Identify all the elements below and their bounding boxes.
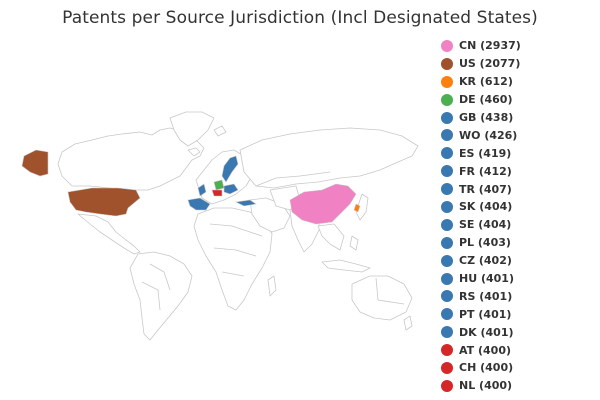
country-fr-es-pt <box>187 197 211 211</box>
legend-item-de[interactable]: DE (460) <box>441 91 591 109</box>
region-africa-border-3 <box>221 271 245 277</box>
map-title: Patents per Source Jurisdiction (Incl De… <box>62 8 538 28</box>
legend-label: DE (460) <box>459 93 513 107</box>
highlight-layer <box>21 149 361 225</box>
legend-label: ES (419) <box>459 146 512 160</box>
legend-swatch <box>441 326 453 339</box>
country-tr <box>235 199 257 207</box>
legend-label: FR (412) <box>459 164 512 178</box>
country-de <box>213 179 225 191</box>
legend-item-tr[interactable]: TR (407) <box>441 180 591 198</box>
legend-item-fr[interactable]: FR (412) <box>441 162 591 180</box>
region-madagascar <box>267 275 277 297</box>
region-russia <box>239 127 419 189</box>
legend-swatch <box>441 290 453 303</box>
legend-label: SK (404) <box>459 200 513 214</box>
legend-swatch <box>441 129 453 142</box>
legend-label: CN (2937) <box>459 39 521 53</box>
legend-label: NL (400) <box>459 379 513 393</box>
legend-label: TR (407) <box>459 182 512 196</box>
region-russia-border <box>255 171 331 187</box>
legend-item-rs[interactable]: RS (401) <box>441 287 591 305</box>
region-canada <box>57 127 205 191</box>
legend-swatch <box>441 308 453 321</box>
country-scandinavia <box>221 155 239 183</box>
region-africa-border-1 <box>209 223 263 237</box>
legend-swatch <box>441 39 453 52</box>
region-se-asia <box>317 223 345 251</box>
legend-item-se[interactable]: SE (404) <box>441 216 591 234</box>
region-africa <box>193 207 273 311</box>
country-gb <box>197 183 207 197</box>
region-greenland <box>169 111 215 147</box>
region-new-zealand <box>403 315 413 331</box>
legend-swatch <box>441 361 453 374</box>
region-iceland <box>187 147 201 157</box>
legend-label: RS (401) <box>459 289 513 303</box>
region-australia-border <box>375 277 405 305</box>
legend-item-us[interactable]: US (2077) <box>441 55 591 73</box>
region-mexico <box>77 213 141 255</box>
legend-item-pt[interactable]: PT (401) <box>441 305 591 323</box>
legend-swatch <box>441 57 453 70</box>
country-us <box>67 187 141 217</box>
region-africa-border-2 <box>213 247 257 257</box>
legend-label: PL (403) <box>459 236 511 250</box>
legend-swatch <box>441 75 453 88</box>
legend-item-kr[interactable]: KR (612) <box>441 73 591 91</box>
legend-label: SE (404) <box>459 218 512 232</box>
region-svalbard <box>213 125 227 137</box>
legend-swatch <box>441 236 453 249</box>
country-ch-at <box>211 189 223 197</box>
legend-swatch <box>441 254 453 267</box>
legend-label: CZ (402) <box>459 254 512 268</box>
country-kr <box>353 203 361 213</box>
region-south-america <box>129 251 193 341</box>
region-australia <box>351 275 413 321</box>
legend-label: DK (401) <box>459 325 514 339</box>
region-sa-border-1 <box>149 263 171 291</box>
legend-swatch <box>441 147 453 160</box>
legend-label: AT (400) <box>459 343 512 357</box>
legend-swatch <box>441 379 453 392</box>
land-layer <box>57 111 419 341</box>
legend-item-dk[interactable]: DK (401) <box>441 323 591 341</box>
legend-swatch <box>441 344 453 357</box>
legend-swatch <box>441 93 453 106</box>
legend-item-hu[interactable]: HU (401) <box>441 270 591 288</box>
legend-swatch <box>441 165 453 178</box>
legend-item-cz[interactable]: CZ (402) <box>441 252 591 270</box>
legend-swatch <box>441 218 453 231</box>
legend-label: CH (400) <box>459 361 514 375</box>
legend-item-sk[interactable]: SK (404) <box>441 198 591 216</box>
legend-item-wo[interactable]: WO (426) <box>441 126 591 144</box>
region-philippines <box>349 235 359 251</box>
legend-item-ch[interactable]: CH (400) <box>441 359 591 377</box>
country-pl-cz <box>223 183 239 195</box>
legend-item-at[interactable]: AT (400) <box>441 341 591 359</box>
legend-swatch <box>441 183 453 196</box>
legend-item-gb[interactable]: GB (438) <box>441 109 591 127</box>
legend-label: HU (401) <box>459 272 514 286</box>
legend-label: WO (426) <box>459 128 518 142</box>
legend-label: PT (401) <box>459 307 512 321</box>
region-sa-border-2 <box>141 281 161 311</box>
legend-label: GB (438) <box>459 111 514 124</box>
legend-item-cn[interactable]: CN (2937) <box>441 37 591 55</box>
legend-item-es[interactable]: ES (419) <box>441 144 591 162</box>
legend: CN (2937) US (2077) KR (612) DE (460) GB (43… <box>441 37 591 395</box>
legend-label: US (2077) <box>459 57 521 71</box>
legend-item-nl[interactable]: NL (400) <box>441 377 591 395</box>
legend-label: KR (612) <box>459 75 513 89</box>
legend-swatch <box>441 200 453 213</box>
country-cn <box>289 183 357 225</box>
country-alaska <box>21 149 49 177</box>
legend-swatch <box>441 272 453 285</box>
legend-swatch <box>441 111 453 124</box>
legend-item-pl[interactable]: PL (403) <box>441 234 591 252</box>
region-indonesia <box>321 259 371 273</box>
